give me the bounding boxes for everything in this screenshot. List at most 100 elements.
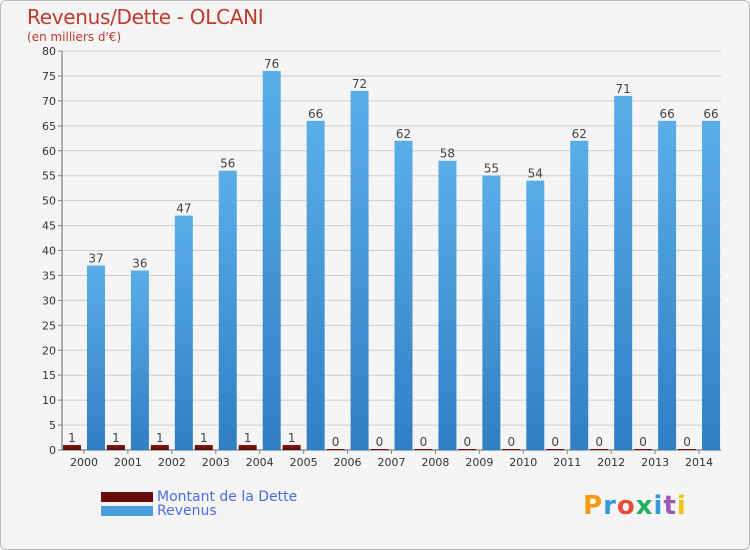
y-tick-label: 40 — [42, 245, 56, 258]
bar-debt — [546, 449, 565, 450]
data-label-debt: 0 — [683, 435, 691, 449]
x-tick-label: 2013 — [641, 456, 669, 469]
x-tick-label: 2008 — [421, 456, 449, 469]
bar-revenue — [702, 120, 721, 450]
x-tick-label: 2010 — [509, 456, 537, 469]
data-label-debt: 0 — [639, 435, 647, 449]
bar-debt — [194, 445, 213, 450]
data-label-debt: 1 — [112, 431, 120, 445]
x-tick-label: 2000 — [70, 456, 98, 469]
bar-debt — [326, 449, 345, 450]
data-label-debt: 1 — [200, 431, 208, 445]
y-tick-label: 10 — [42, 394, 56, 407]
y-tick-label: 65 — [42, 120, 56, 133]
bar-debt — [678, 449, 697, 450]
data-label-revenue: 56 — [220, 157, 235, 171]
data-label-revenue: 76 — [264, 57, 279, 71]
data-label-debt: 1 — [244, 431, 252, 445]
bar-debt — [282, 445, 301, 450]
bar-debt — [238, 445, 257, 450]
bar-debt — [150, 445, 169, 450]
y-tick-label: 5 — [49, 419, 56, 432]
data-label-revenue: 36 — [132, 256, 147, 270]
bar-revenue — [658, 120, 677, 450]
data-label-revenue: 58 — [440, 147, 455, 161]
x-tick-label: 2005 — [290, 456, 318, 469]
bar-debt — [414, 449, 433, 450]
bar-debt — [106, 445, 125, 450]
data-label-debt: 0 — [464, 435, 472, 449]
x-tick-label: 2007 — [378, 456, 406, 469]
data-label-debt: 0 — [507, 435, 515, 449]
x-tick-label: 2006 — [334, 456, 362, 469]
y-tick-label: 70 — [42, 95, 56, 108]
legend-swatch-revenue — [101, 506, 153, 516]
bar-revenue — [482, 175, 501, 450]
chart-title: Revenus/Dette - OLCANI — [27, 5, 264, 29]
bar-debt — [634, 449, 653, 450]
data-label-debt: 1 — [68, 431, 76, 445]
bar-debt — [370, 449, 389, 450]
y-tick-label: 25 — [42, 319, 56, 332]
legend-item-debt: Montant de la Dette — [101, 489, 298, 505]
bar-revenue — [218, 170, 237, 450]
bar-revenue — [306, 120, 325, 450]
legend-item-revenue: Revenus — [101, 503, 217, 519]
proxiti-logo: Proxiti — [583, 491, 687, 521]
data-label-revenue: 62 — [396, 127, 411, 141]
data-label-revenue: 66 — [308, 107, 323, 121]
y-tick-label: 20 — [42, 344, 56, 357]
x-tick-label: 2001 — [114, 456, 142, 469]
x-tick-label: 2004 — [246, 456, 274, 469]
y-tick-label: 35 — [42, 269, 56, 282]
y-tick-label: 50 — [42, 195, 56, 208]
bar-revenue — [438, 160, 457, 450]
bar-revenue — [614, 95, 633, 450]
bar-debt — [62, 445, 81, 450]
bar-revenue — [350, 90, 369, 451]
data-label-debt: 1 — [156, 431, 164, 445]
y-tick-label: 45 — [42, 220, 56, 233]
data-label-debt: 0 — [595, 435, 603, 449]
chart-subtitle: (en milliers d'€) — [27, 30, 122, 44]
y-tick-label: 15 — [42, 369, 56, 382]
bar-debt — [458, 449, 477, 450]
bar-revenue — [86, 265, 105, 450]
y-tick-label: 75 — [42, 70, 56, 83]
data-label-debt: 0 — [551, 435, 559, 449]
bar-revenue — [262, 70, 281, 450]
bar-revenue — [394, 140, 413, 450]
data-label-revenue: 37 — [88, 251, 103, 265]
x-tick-label: 2002 — [158, 456, 186, 469]
legend-swatch-debt — [101, 492, 153, 502]
x-tick-label: 2003 — [202, 456, 230, 469]
y-tick-label: 30 — [42, 294, 56, 307]
y-tick-label: 60 — [42, 145, 56, 158]
data-label-revenue: 62 — [572, 127, 587, 141]
data-label-revenue: 71 — [616, 82, 631, 96]
legend-label-debt: Montant de la Dette — [157, 489, 298, 505]
bar-revenue — [570, 140, 589, 450]
legend-label-revenue: Revenus — [157, 503, 217, 519]
bar-revenue — [174, 215, 193, 450]
data-label-debt: 0 — [420, 435, 428, 449]
y-tick-label: 0 — [49, 444, 56, 457]
data-label-debt: 1 — [288, 431, 296, 445]
data-label-revenue: 47 — [176, 202, 191, 216]
x-tick-label: 2014 — [685, 456, 713, 469]
bar-revenue — [130, 270, 149, 450]
y-tick-label: 55 — [42, 170, 56, 183]
bar-revenue — [526, 180, 545, 451]
data-label-revenue: 72 — [352, 77, 367, 91]
y-tick-label: 80 — [42, 45, 56, 58]
data-label-revenue: 66 — [659, 107, 674, 121]
x-tick-label: 2011 — [553, 456, 581, 469]
bar-debt — [502, 449, 521, 450]
bar-debt — [590, 449, 609, 450]
data-label-revenue: 55 — [484, 162, 499, 176]
data-label-debt: 0 — [332, 435, 340, 449]
x-tick-label: 2009 — [465, 456, 493, 469]
data-label-debt: 0 — [376, 435, 384, 449]
